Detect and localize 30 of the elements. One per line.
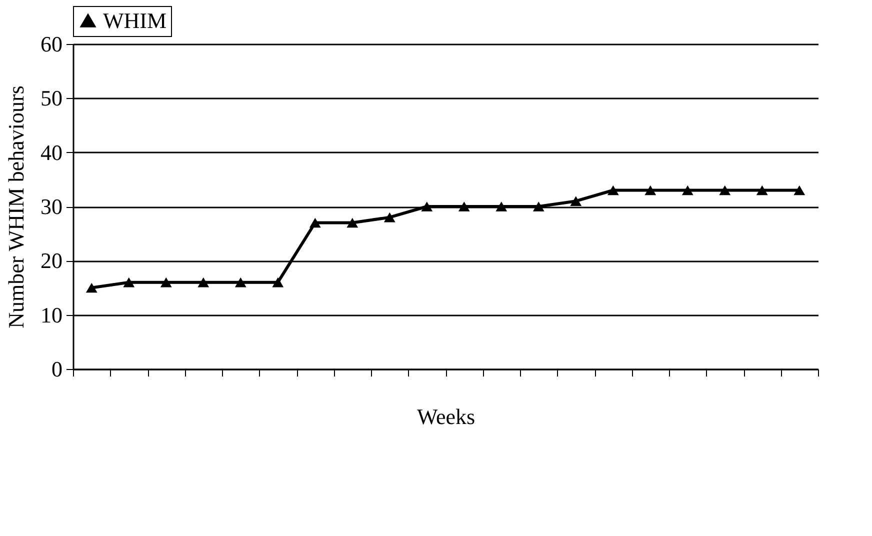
point <box>496 202 508 212</box>
point <box>570 196 582 206</box>
point <box>198 277 210 288</box>
x-axis-title: Weeks <box>416 404 476 429</box>
point <box>532 202 544 212</box>
y-tick-label: 20 <box>40 248 62 274</box>
point <box>421 202 433 212</box>
point <box>756 185 768 196</box>
point <box>309 218 321 228</box>
legend-label: WHIM <box>103 8 167 33</box>
point <box>272 277 284 288</box>
point <box>794 185 806 196</box>
y-tick-label: 40 <box>40 140 62 165</box>
point <box>234 277 246 288</box>
point <box>86 282 98 293</box>
point <box>123 277 135 288</box>
point <box>607 185 619 196</box>
point <box>644 185 656 196</box>
point <box>682 185 694 196</box>
point <box>384 212 396 222</box>
point <box>160 277 172 288</box>
y-tick-label: 10 <box>40 302 62 328</box>
y-tick-label: 0 <box>52 356 62 382</box>
point <box>346 218 358 228</box>
y-tick-label: 30 <box>40 194 62 219</box>
y-axis-title: Number WHIM behaviours <box>4 86 28 328</box>
point <box>719 185 731 196</box>
y-tick-label: 50 <box>40 86 62 111</box>
point <box>458 202 470 212</box>
y-tick-label: 60 <box>40 32 62 56</box>
